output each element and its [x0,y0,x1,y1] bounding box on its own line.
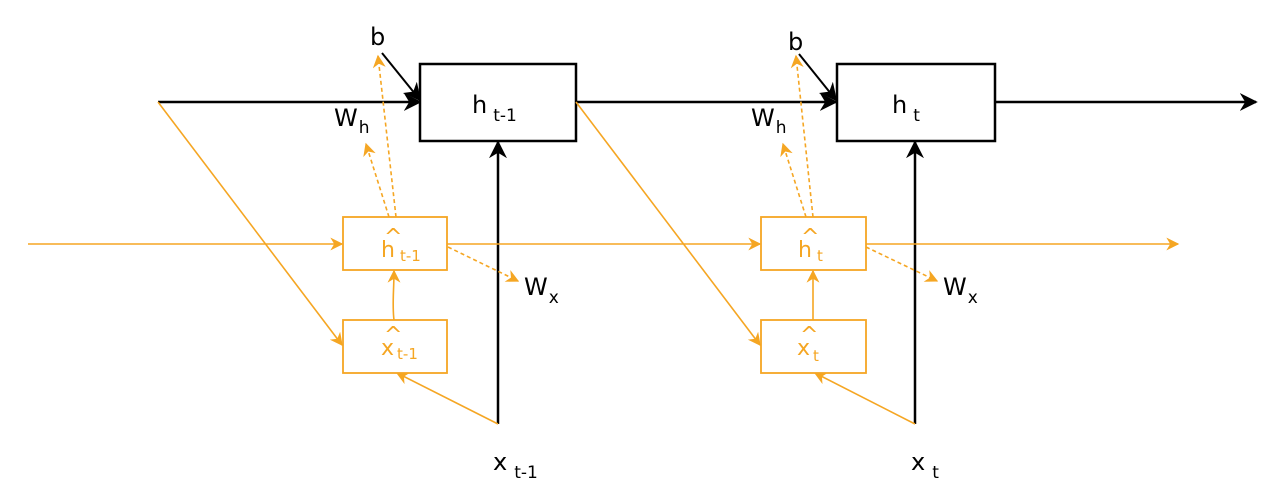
wh-label-2: Wh [751,104,787,138]
orange-path [28,54,1180,425]
h-prev-box [418,62,578,143]
bias-label-1: b [370,23,385,51]
x-prev-label: x t-1 [493,448,538,483]
dashed-hhat-prev-to-b1 [372,54,397,218]
xhat-prev-hat: ^ [384,323,402,348]
wx-label-1: Wx [524,273,559,308]
edge-xhat-prev-to-hhat-prev [387,269,401,321]
xhat-prev-label: x t-1 [381,336,418,363]
dashed-hhat-cur-to-b2 [790,54,814,218]
xhat-cur-box [760,319,867,374]
wx-label-2: Wx [943,273,978,308]
dashed-hhat-cur-to-wh2 [780,142,807,218]
wh-label-1: Wh [334,104,370,138]
edge-b2-to-h-cur [798,53,838,102]
bias-label-2: b [788,28,803,56]
edge-x-prev-to-xhat-prev [395,372,499,425]
hhat-cur-box [760,216,867,271]
dashed-hhat-prev-to-wh1 [363,142,390,218]
h-prev-label: h t-1 [472,91,517,126]
hhat-prev-hat: ^ [384,225,402,250]
dashed-hhat-cur-to-wx2 [865,246,939,282]
xhat-prev-box [342,319,448,374]
edge-b1-to-h-prev [381,52,422,102]
hhat-prev-box [342,216,448,271]
xhat-cur-hat: ^ [800,323,818,348]
dashed-hhat-prev-to-wx1 [447,246,520,282]
h-cur-box [835,62,997,143]
hhat-prev-label: h t-1 [381,238,421,265]
hhat-cur-hat: ^ [801,225,819,250]
edge-h-prev-to-xhat-cur [575,101,761,347]
edge-x-cur-to-xhat-cur [813,372,916,425]
main-path [158,52,1258,424]
edge-input-to-xhat-prev [157,101,343,347]
